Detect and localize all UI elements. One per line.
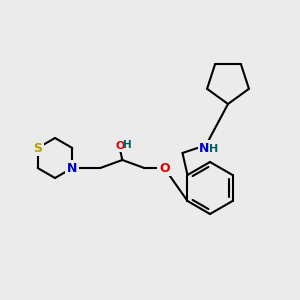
Text: O: O (159, 161, 169, 175)
Text: N: N (199, 142, 210, 154)
Text: N: N (67, 161, 77, 175)
Text: S: S (33, 142, 42, 154)
Text: O: O (116, 141, 125, 151)
Text: H: H (209, 144, 218, 154)
Text: H: H (123, 140, 132, 150)
